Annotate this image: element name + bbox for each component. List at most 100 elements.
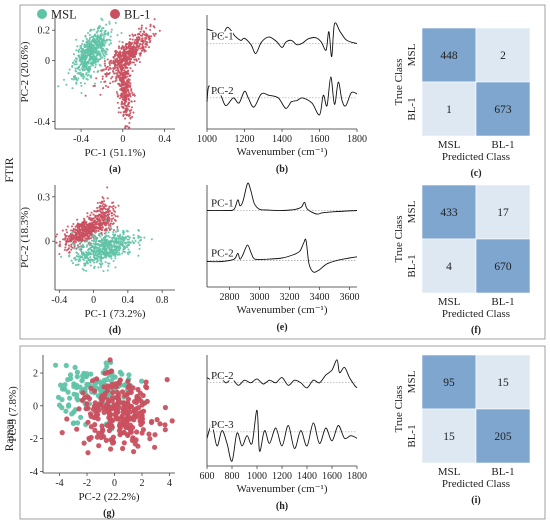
data-point — [152, 32, 155, 35]
series-bl-1 — [84, 18, 161, 129]
data-point — [94, 237, 97, 240]
data-point — [153, 18, 156, 21]
panel-letter: (e) — [276, 322, 287, 333]
data-point — [138, 244, 141, 247]
data-point — [94, 216, 97, 219]
data-point — [97, 233, 101, 236]
data-point — [108, 43, 111, 46]
data-point — [120, 60, 123, 63]
data-point — [99, 221, 102, 224]
data-point — [121, 102, 124, 105]
data-point — [121, 252, 124, 255]
data-point — [100, 17, 103, 20]
y-tick-label: 0 — [45, 56, 50, 67]
data-point — [110, 389, 116, 396]
data-point — [86, 252, 89, 255]
data-point — [104, 224, 107, 227]
data-point — [79, 46, 82, 50]
data-point — [80, 390, 86, 396]
data-point — [76, 229, 79, 232]
data-point — [122, 46, 126, 49]
data-point — [140, 34, 144, 37]
data-point — [70, 248, 73, 251]
data-point — [128, 429, 134, 435]
data-point — [144, 38, 147, 42]
data-point — [137, 44, 140, 48]
data-point — [116, 228, 119, 232]
data-point — [118, 40, 121, 43]
data-point — [80, 234, 83, 237]
data-point — [113, 218, 116, 221]
data-point — [76, 244, 79, 247]
data-point — [115, 69, 118, 72]
data-point — [98, 41, 101, 44]
data-point — [147, 35, 151, 38]
data-point — [139, 402, 145, 408]
data-point — [152, 444, 158, 450]
data-point — [104, 261, 107, 264]
data-point — [124, 236, 127, 239]
data-point — [131, 61, 134, 64]
data-point — [65, 389, 71, 395]
data-point — [121, 242, 124, 245]
data-point — [140, 28, 143, 31]
data-point — [124, 126, 127, 129]
data-point — [102, 47, 105, 50]
data-point — [128, 60, 132, 63]
data-point — [87, 230, 91, 234]
data-point — [104, 247, 107, 250]
data-point — [108, 205, 111, 209]
data-point — [110, 375, 116, 381]
data-point — [123, 241, 126, 244]
data-point — [100, 228, 103, 231]
data-point — [89, 43, 92, 46]
data-point — [124, 109, 127, 112]
matrix-cell — [475, 81, 531, 137]
data-point — [149, 418, 155, 425]
data-point — [129, 82, 132, 85]
data-point — [89, 261, 92, 264]
data-point — [99, 255, 102, 258]
data-point — [96, 209, 99, 212]
x-tick-label: 0 — [91, 295, 96, 306]
data-point — [115, 66, 119, 69]
data-point — [92, 35, 95, 38]
data-point — [83, 256, 86, 259]
data-point — [88, 34, 91, 37]
y-tick-label: 2 — [33, 369, 38, 380]
data-point — [96, 53, 99, 57]
data-point — [104, 64, 107, 67]
data-point — [123, 49, 126, 52]
data-point — [123, 72, 126, 75]
data-point — [84, 263, 87, 266]
data-point — [73, 231, 76, 234]
data-point — [77, 253, 80, 256]
x-tick-label: 1200 — [272, 471, 292, 482]
data-point — [71, 246, 74, 249]
data-point — [116, 405, 122, 411]
data-point — [56, 233, 59, 236]
x-axis-label: Predicted Class — [442, 308, 510, 320]
data-point — [128, 114, 131, 117]
series-line-pc-3 — [206, 409, 358, 462]
data-point — [157, 421, 163, 427]
data-point — [74, 233, 77, 236]
data-point — [86, 212, 89, 215]
data-point — [103, 39, 106, 42]
data-point — [81, 230, 84, 233]
data-point — [125, 401, 131, 407]
data-point — [108, 38, 111, 41]
x-tick-label: -0.4 — [73, 134, 89, 145]
data-point — [124, 117, 127, 120]
data-point — [67, 240, 70, 243]
data-point — [127, 89, 130, 92]
data-point — [105, 47, 108, 50]
series-line-pc-2 — [206, 238, 358, 273]
data-point — [126, 75, 129, 78]
data-point — [103, 239, 106, 242]
data-point — [127, 79, 130, 83]
predicted-class-label: MSL — [438, 139, 461, 151]
data-point — [112, 67, 115, 71]
data-point — [135, 43, 138, 46]
data-point — [104, 41, 107, 44]
